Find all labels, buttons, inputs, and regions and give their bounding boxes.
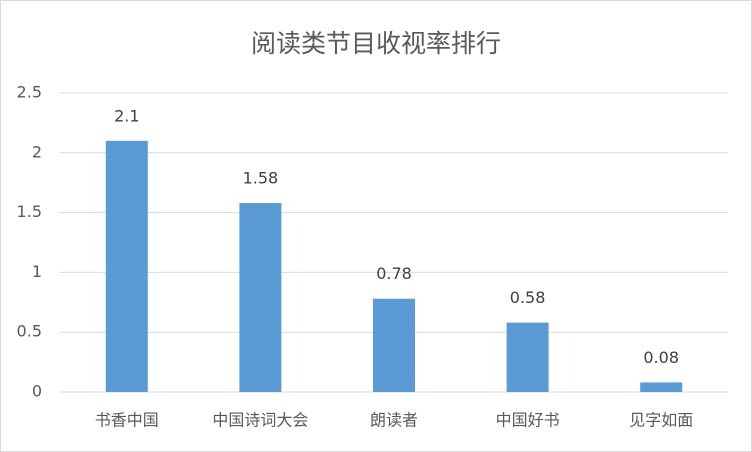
x-tick-label: 中国诗词大会	[212, 411, 308, 430]
y-tick-label: 0	[32, 382, 42, 401]
data-label: 0.58	[510, 288, 546, 307]
y-tick-label: 1	[32, 262, 42, 281]
bar	[640, 382, 683, 392]
y-tick-label: 2	[32, 142, 42, 161]
bar	[506, 322, 549, 392]
x-tick-label: 中国好书	[496, 411, 560, 430]
data-label: 1.58	[243, 169, 279, 188]
x-tick-label: 书香中国	[95, 411, 159, 430]
x-tick-label: 见字如面	[629, 411, 693, 430]
x-tick-label: 朗读者	[370, 411, 418, 430]
y-tick-label: 1.5	[17, 202, 42, 221]
data-label: 0.78	[376, 264, 412, 283]
bar	[239, 203, 282, 392]
y-tick-label: 0.5	[17, 322, 42, 341]
bar	[373, 298, 415, 392]
chart-title: 阅读类节目收视率排行	[251, 29, 501, 58]
data-label: 2.1	[114, 106, 139, 125]
bar	[105, 140, 148, 392]
data-label: 0.08	[643, 348, 679, 367]
y-tick-label: 2.5	[17, 83, 42, 102]
